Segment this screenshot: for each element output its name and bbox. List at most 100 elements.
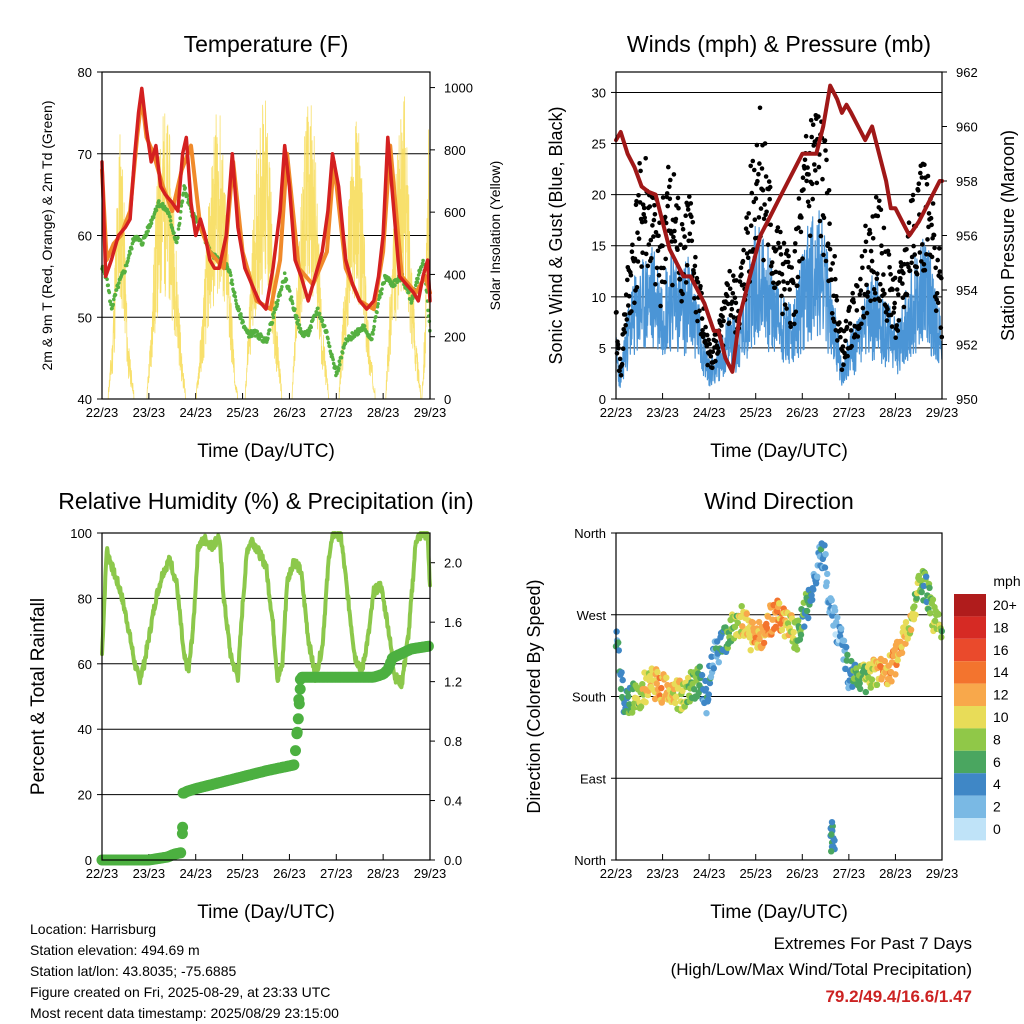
gust-point <box>891 310 896 315</box>
gust-point <box>813 168 818 173</box>
gust-point <box>739 272 744 277</box>
gust-point <box>650 195 656 201</box>
gust-point <box>771 280 776 286</box>
gust-point <box>672 238 678 244</box>
gust-point <box>924 252 929 257</box>
gust-point <box>655 248 661 254</box>
direction-point <box>911 603 918 610</box>
gust-point <box>929 254 935 260</box>
gust-point <box>753 196 759 201</box>
dewpoint-point <box>232 290 237 295</box>
gust-point <box>775 225 781 230</box>
gust-point <box>687 194 692 199</box>
y2-tick-label: 954 <box>956 283 978 298</box>
gust-point <box>751 199 757 205</box>
dewpoint-point <box>316 306 320 311</box>
y2-tick-label: 952 <box>956 338 978 353</box>
gust-point <box>704 332 710 338</box>
dewpoint-point <box>278 293 283 297</box>
legend-swatch <box>954 818 986 841</box>
gust-point <box>692 263 698 269</box>
gust-point <box>643 156 648 161</box>
dewpoint-point <box>266 331 271 336</box>
x-tick-label: 23/23 <box>133 405 166 420</box>
direction-point <box>705 691 712 698</box>
dewpoint-point <box>183 186 187 190</box>
gust-point <box>887 265 892 270</box>
dewpoint-point <box>149 221 154 225</box>
gust-point <box>618 373 624 378</box>
direction-point <box>828 848 835 855</box>
gust-point <box>622 330 627 335</box>
gust-point <box>838 334 843 340</box>
dewpoint-point <box>267 328 272 332</box>
y-tick-label: 20 <box>592 188 606 203</box>
dewpoint-point <box>167 211 171 216</box>
dewpoint-point <box>177 221 182 226</box>
gust-point <box>925 173 931 179</box>
direction-point <box>698 671 706 679</box>
direction-point <box>710 665 717 672</box>
gust-point <box>726 320 732 326</box>
direction-point <box>793 646 801 653</box>
dewpoint-point <box>288 289 292 293</box>
gust-point <box>684 263 690 268</box>
temp-2m-line <box>100 86 432 311</box>
dewpoint-point <box>322 324 327 328</box>
dewpoint-point <box>378 295 382 300</box>
dewpoint-point <box>320 318 325 323</box>
gust-point <box>872 290 878 296</box>
gust-point <box>693 254 698 260</box>
dewpoint-point <box>296 318 301 323</box>
gust-point <box>858 276 863 282</box>
gust-point <box>828 267 833 272</box>
gust-point <box>660 243 665 249</box>
gust-point <box>756 171 761 177</box>
precip-point <box>294 683 306 695</box>
dewpoint-point <box>230 278 234 283</box>
dewpoint-point <box>372 319 377 323</box>
direction-point <box>897 638 904 646</box>
direction-point <box>790 629 797 636</box>
gust-point <box>629 309 634 314</box>
direction-point <box>778 626 786 634</box>
direction-point <box>738 603 745 610</box>
gust-point <box>932 245 937 251</box>
plot-frame <box>101 532 431 861</box>
gust-point <box>809 181 815 187</box>
gust-point <box>894 323 899 328</box>
gust-point <box>864 282 869 288</box>
direction-point <box>629 709 636 716</box>
x-tick-label: 27/23 <box>320 405 353 420</box>
x-tick-label: 28/23 <box>367 405 400 420</box>
y-axis-label: Percent & Total Rainfall <box>28 598 49 795</box>
gust-point <box>873 195 879 200</box>
legend-swatch <box>954 706 986 729</box>
gust-point <box>761 257 766 263</box>
direction-point <box>809 596 816 603</box>
plot-frame <box>615 71 943 400</box>
precip-point <box>422 640 434 652</box>
direction-point <box>926 610 934 617</box>
dewpoint-point <box>411 296 415 301</box>
precip-point <box>293 698 305 710</box>
x-tick-label: 24/23 <box>179 866 212 881</box>
gust-point <box>847 321 853 326</box>
dewpoint-point <box>416 273 421 277</box>
gust-point <box>920 242 925 247</box>
gust-point <box>935 257 940 263</box>
gust-point <box>786 253 791 259</box>
gust-point <box>695 318 700 324</box>
y2-tick-label: 0 <box>444 392 451 407</box>
gust-point <box>919 175 925 180</box>
gust-point <box>929 222 934 228</box>
dewpoint-point <box>230 282 235 287</box>
direction-point <box>795 617 802 624</box>
gust-point <box>785 259 791 265</box>
gust-point <box>677 277 683 282</box>
dewpoint-point <box>105 277 109 282</box>
direction-point <box>821 564 829 571</box>
gust-point <box>894 287 900 292</box>
dewpoint-point <box>146 229 150 233</box>
gust-point <box>762 202 767 207</box>
